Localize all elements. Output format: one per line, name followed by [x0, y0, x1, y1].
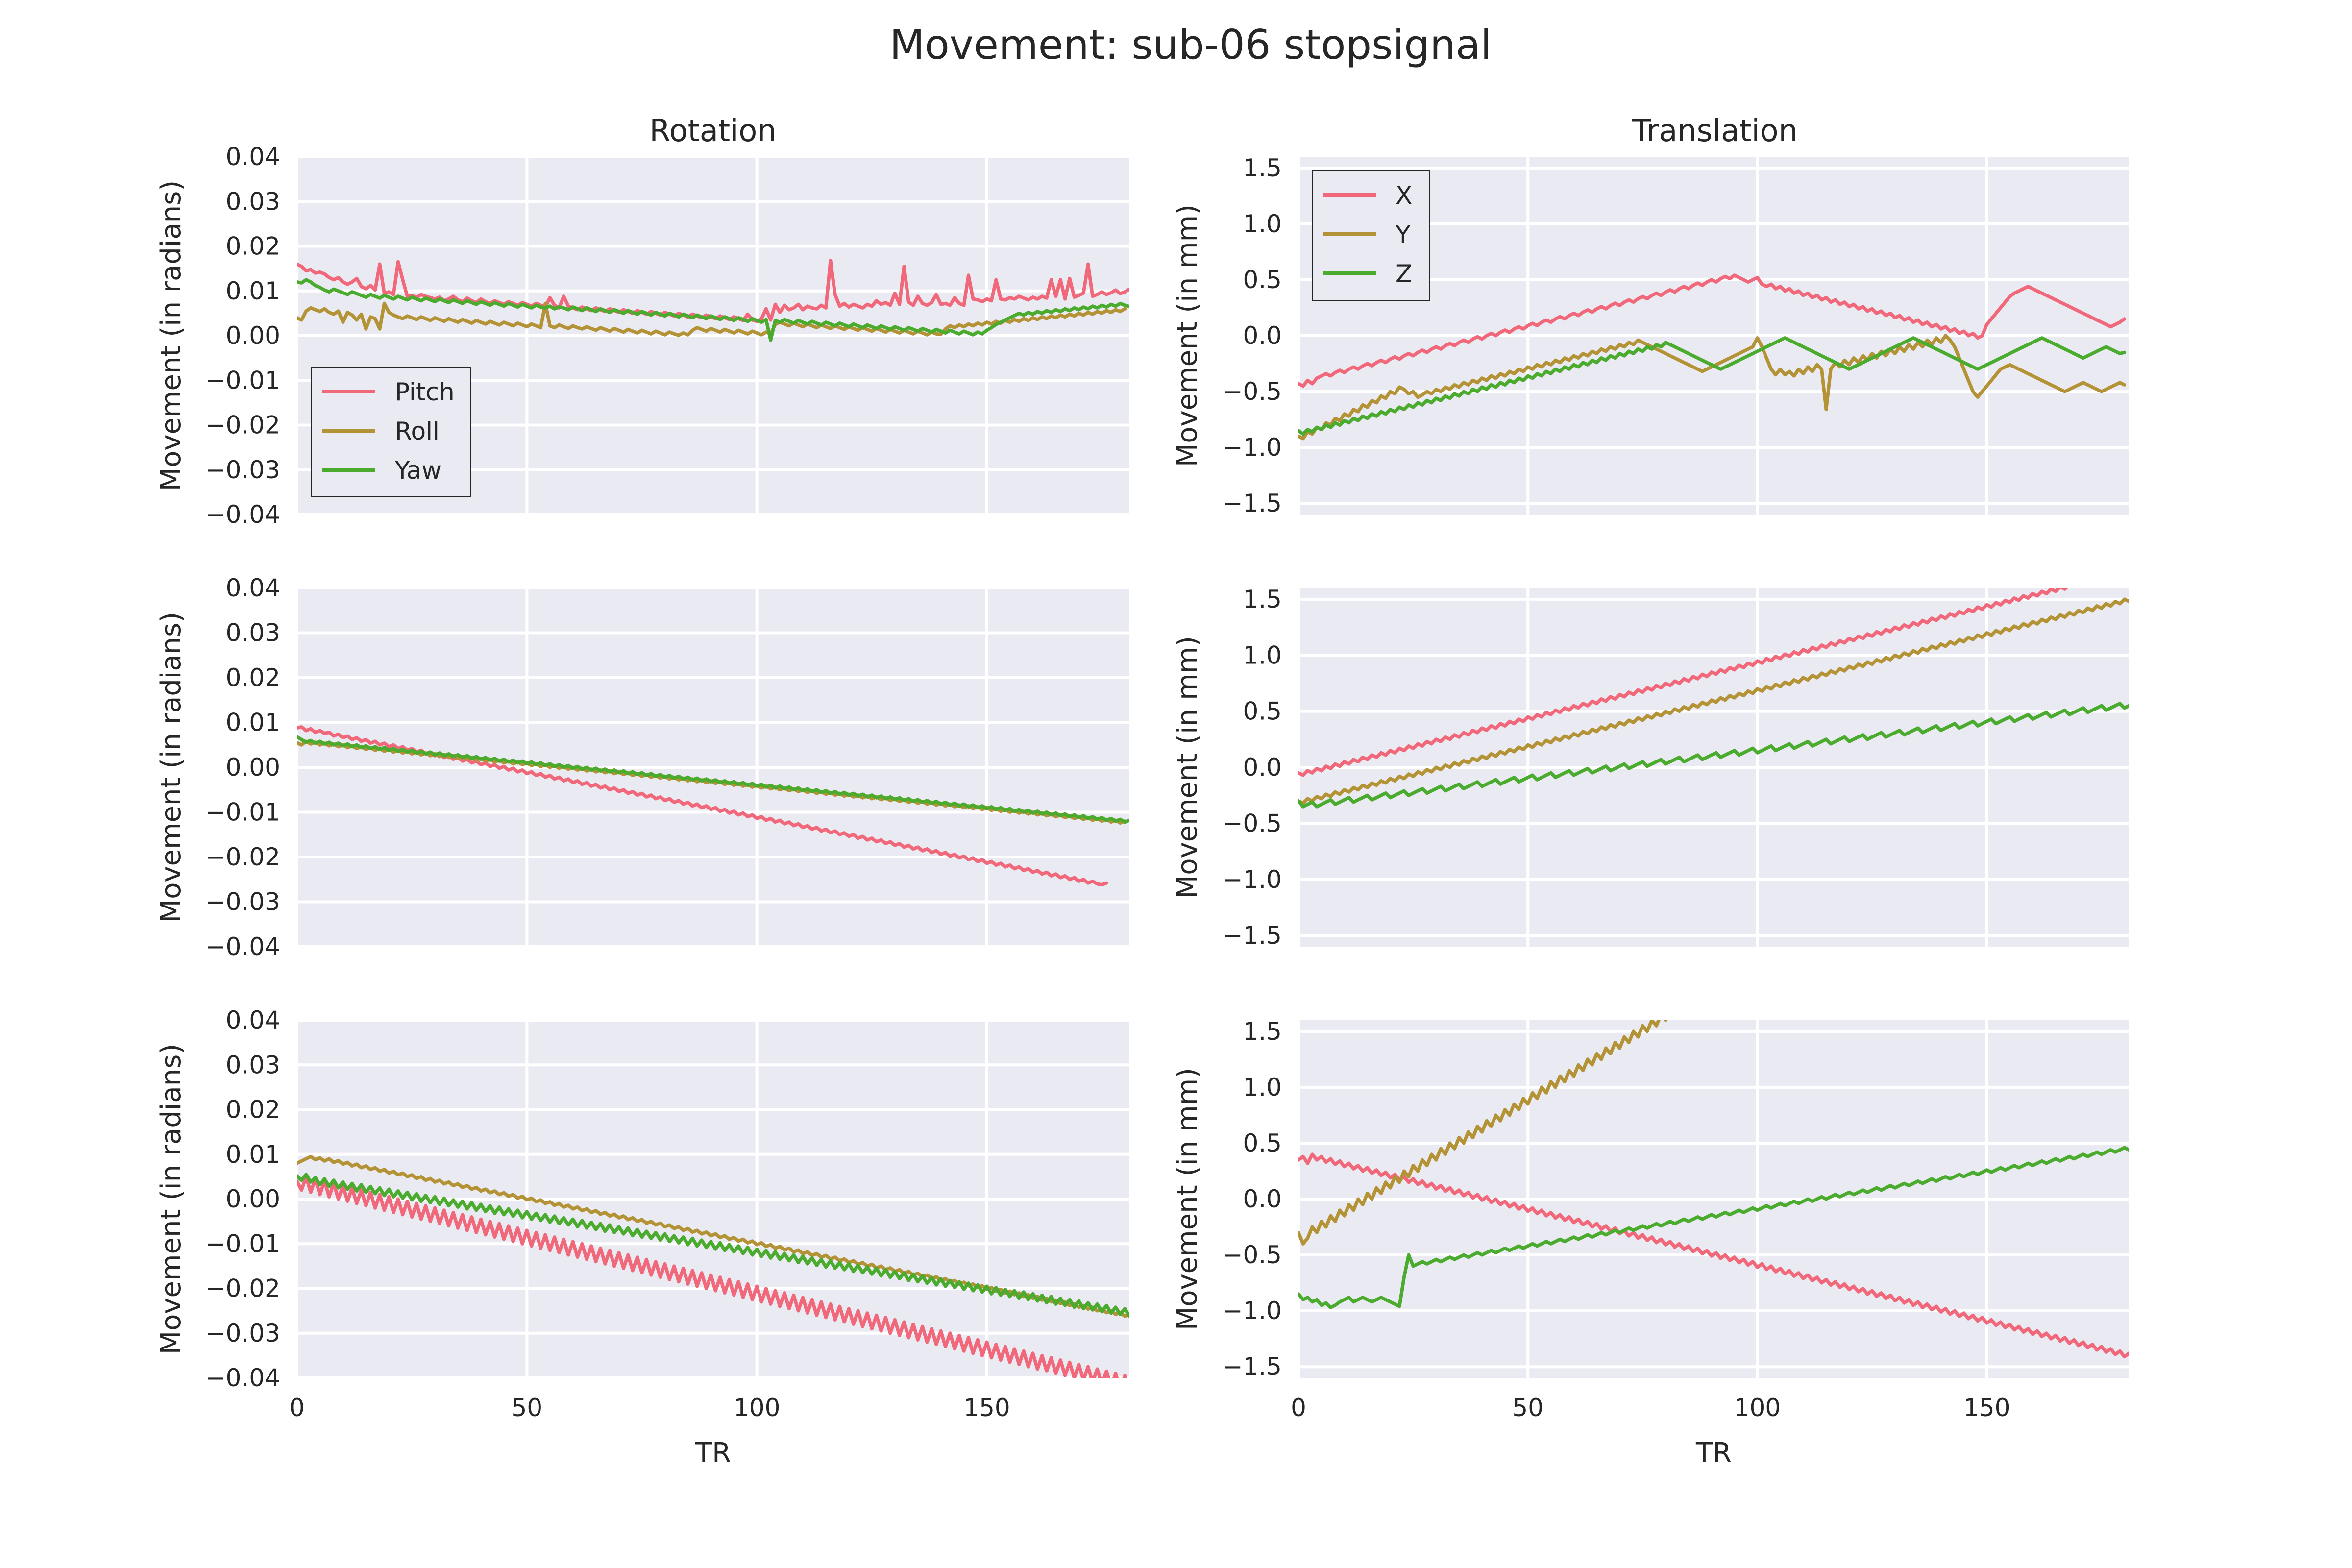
- figure-title: Movement: sub-06 stopsignal: [889, 21, 1492, 69]
- x-axis-label: TR: [695, 1437, 731, 1469]
- x-tick-label: 0: [289, 1394, 305, 1422]
- y-axis-label: Movement (in mm): [1172, 204, 1203, 467]
- y-tick-label: −1.5: [1223, 921, 1282, 950]
- y-tick-label: 0.0: [1243, 321, 1282, 350]
- y-tick-label: −0.5: [1223, 377, 1282, 406]
- y-tick-label: −0.02: [205, 843, 280, 871]
- y-tick-label: −0.03: [205, 456, 280, 484]
- x-tick-label: 100: [1734, 1394, 1781, 1422]
- series-line-roll: [297, 301, 1127, 337]
- panel-row2-col1-r2: 1.5 1.0 0.5 0.0 −0.5 −1.0 −1.5 0 50 100 150 Movemen…: [1172, 1017, 2129, 1469]
- y-tick-label: 1.0: [1243, 1073, 1282, 1102]
- series-line-yaw: [297, 278, 1129, 342]
- x-tick-label: 50: [1512, 1394, 1544, 1422]
- y-tick-label: 1.5: [1243, 154, 1282, 182]
- y-tick-label: −0.5: [1223, 809, 1282, 837]
- series-line-x: [1298, 273, 2127, 388]
- y-tick-label: −0.04: [205, 500, 280, 529]
- legend-label-y: Y: [1395, 220, 1411, 249]
- y-tick-label: −1.0: [1223, 865, 1282, 894]
- legend: Pitch Roll Yaw: [311, 367, 471, 497]
- y-tick-label: −0.5: [1223, 1241, 1282, 1269]
- y-tick-label: 0.0: [1243, 1185, 1282, 1213]
- column-title-rotation: Rotation: [649, 113, 776, 148]
- y-tick-label: 0.02: [226, 232, 280, 261]
- y-tick-label: 0.01: [226, 709, 280, 737]
- legend-label-roll: Roll: [395, 417, 440, 445]
- y-tick-label: −0.03: [205, 1319, 280, 1348]
- y-tick-label: 0.0: [1243, 753, 1282, 782]
- y-tick-label: −1.0: [1223, 433, 1282, 462]
- y-tick-label: 1.5: [1243, 1017, 1282, 1046]
- y-axis-label: Movement (in radians): [155, 612, 187, 923]
- y-axis-label: Movement (in radians): [155, 1044, 187, 1354]
- y-tick-label: −0.02: [205, 1274, 280, 1303]
- y-tick-label: −0.01: [205, 1229, 280, 1258]
- y-tick-label: 0.03: [226, 187, 280, 216]
- y-tick-label: 0.01: [226, 1140, 280, 1169]
- series-line-x: [1298, 588, 2076, 777]
- x-tick-label: 50: [512, 1394, 543, 1422]
- y-tick-label: 0.00: [226, 753, 280, 782]
- x-tick-label: 100: [734, 1394, 780, 1422]
- y-tick-label: −0.01: [205, 798, 280, 827]
- y-tick-label: 0.04: [226, 143, 280, 171]
- y-axis-label: Movement (in mm): [1172, 1068, 1203, 1330]
- series-line-pitch: [297, 1175, 1127, 1378]
- y-tick-label: −0.02: [205, 411, 280, 440]
- panel-row2-col0-r2: 0.04 0.03 0.02 0.01 0.00 −0.01 −0.02 −0.03 −0.04…: [155, 1006, 1129, 1469]
- panel-translation-r0: 1.5 1.0 0.5 0.0 −0.5 −1.0 −1.5 Movement (in mm)…: [1172, 154, 2129, 517]
- y-tick-label: −0.04: [205, 1364, 280, 1392]
- legend-label-pitch: Pitch: [395, 378, 455, 406]
- y-tick-label: 0.00: [226, 321, 280, 350]
- column-title-translation: Translation: [1632, 113, 1798, 148]
- x-tick-label: 0: [1291, 1394, 1306, 1422]
- y-tick-label: 0.04: [226, 1006, 280, 1034]
- x-tick-label: 150: [963, 1394, 1010, 1422]
- y-tick-label: −1.0: [1223, 1297, 1282, 1325]
- y-tick-label: 0.02: [226, 1096, 280, 1124]
- y-tick-label: −0.04: [205, 932, 280, 961]
- series-line-yaw: [297, 735, 1129, 824]
- y-tick-label: 0.00: [226, 1185, 280, 1213]
- series-line-yaw: [297, 1173, 1129, 1318]
- legend: XYZ: [1312, 170, 1430, 301]
- y-tick-label: 0.5: [1243, 697, 1282, 726]
- legend-label-x: X: [1396, 181, 1412, 210]
- y-tick-label: −0.03: [205, 888, 280, 916]
- series-line-y: [1298, 1020, 1667, 1246]
- x-tick-label: 150: [1963, 1394, 2010, 1422]
- series-line-y: [1298, 334, 2127, 441]
- y-tick-label: 0.03: [226, 1051, 280, 1079]
- legend-label-z: Z: [1396, 260, 1412, 288]
- y-tick-label: 1.0: [1243, 210, 1282, 238]
- series-line-z: [1298, 702, 2129, 808]
- y-tick-label: 0.03: [226, 619, 280, 647]
- series-line-x: [1298, 1152, 2129, 1359]
- legend-label-yaw: Yaw: [394, 456, 441, 485]
- y-tick-label: −1.5: [1223, 1352, 1282, 1381]
- panel-row1-col0-r1: 0.04 0.03 0.02 0.01 0.00 −0.01 −0.02 −0.03 −0.04…: [155, 574, 1129, 961]
- series-line-y: [1298, 597, 2129, 805]
- y-tick-label: 0.02: [226, 663, 280, 692]
- y-tick-label: −1.5: [1223, 489, 1282, 517]
- panel-row1-col1-r1: 1.5 1.0 0.5 0.0 −0.5 −1.0 −1.5 Movement (in mm): [1172, 585, 2129, 950]
- series-line-z: [1298, 1146, 2129, 1309]
- y-tick-label: 1.5: [1243, 585, 1282, 613]
- y-tick-label: 1.0: [1243, 641, 1282, 669]
- y-tick-label: 0.5: [1243, 1129, 1282, 1157]
- y-tick-label: 0.5: [1243, 266, 1282, 294]
- y-axis-label: Movement (in radians): [155, 180, 187, 491]
- y-axis-label: Movement (in mm): [1172, 636, 1203, 899]
- series-line-z: [1298, 336, 2127, 436]
- x-axis-label: TR: [1695, 1437, 1732, 1469]
- panel-rotation-r0: 0.04 0.03 0.02 0.01 0.00 −0.01 −0.02 −0.03 −0.04…: [155, 143, 1129, 529]
- y-tick-label: −0.01: [205, 366, 280, 394]
- y-tick-label: 0.01: [226, 277, 280, 305]
- y-tick-label: 0.04: [226, 574, 280, 602]
